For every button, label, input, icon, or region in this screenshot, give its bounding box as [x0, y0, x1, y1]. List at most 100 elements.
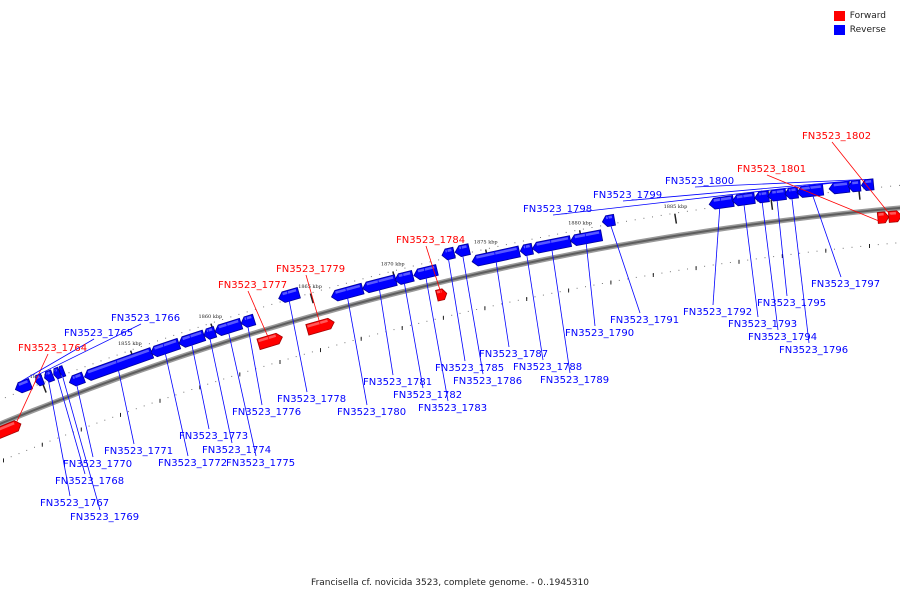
minor-tick — [438, 259, 440, 261]
minor-tick — [287, 358, 289, 360]
minor-tick — [660, 214, 662, 216]
reverse-gene-shape — [83, 347, 155, 381]
gene-arrow[interactable] — [454, 243, 471, 258]
minor-tick — [755, 258, 757, 260]
gene-arrow[interactable] — [731, 192, 756, 207]
minor-tick — [534, 296, 536, 298]
minor-tick — [368, 335, 370, 337]
gene-arrow[interactable] — [149, 337, 182, 358]
gene-label[interactable]: FN3523_1796 — [779, 345, 848, 356]
gene-label[interactable]: FN3523_1789 — [540, 375, 609, 386]
gene-arrow[interactable] — [569, 229, 604, 247]
scale-label: 1875 kbp — [474, 240, 498, 246]
gene-label[interactable]: FN3523_1783 — [418, 403, 487, 414]
gene-label[interactable]: FN3523_1777 — [218, 280, 287, 291]
gene-arrow[interactable] — [441, 246, 456, 261]
gene-label[interactable]: FN3523_1799 — [593, 190, 662, 201]
scale-label: 1865 kbp — [298, 284, 322, 290]
gene-label[interactable]: FN3523_1797 — [811, 279, 880, 290]
gene-label[interactable]: FN3523_1802 — [802, 131, 871, 142]
gene-arrow[interactable] — [708, 195, 735, 210]
gene-label[interactable]: FN3523_1786 — [453, 376, 522, 387]
minor-tick — [877, 244, 879, 246]
gene-label[interactable]: FN3523_1801 — [737, 164, 806, 175]
leader-line — [189, 334, 210, 430]
minor-tick — [661, 272, 663, 274]
gene-label[interactable]: FN3523_1794 — [748, 332, 817, 343]
gene-label[interactable]: FN3523_1793 — [728, 319, 797, 330]
gene-label[interactable]: FN3523_1768 — [55, 476, 124, 487]
gene-arrow[interactable] — [847, 179, 862, 193]
minor-tick — [271, 303, 273, 305]
minor-tick — [189, 329, 191, 331]
gene-arrow[interactable] — [239, 313, 257, 329]
minor-tick — [336, 344, 338, 346]
gene-label[interactable]: FN3523_1767 — [40, 498, 109, 509]
gene-label[interactable]: FN3523_1788 — [513, 362, 582, 373]
gene-label[interactable]: FN3523_1795 — [757, 298, 826, 309]
minor-tick — [215, 381, 217, 383]
gene-label[interactable]: FN3523_1765 — [64, 328, 133, 339]
major-tick — [309, 293, 314, 304]
gene-label[interactable]: FN3523_1787 — [479, 349, 548, 360]
gene-arrow[interactable] — [330, 282, 365, 302]
gene-arrow[interactable] — [202, 326, 218, 341]
gene-label[interactable]: FN3523_1770 — [63, 459, 132, 470]
gene-arrow[interactable] — [471, 245, 521, 267]
gene-arrow[interactable] — [887, 210, 900, 223]
leader-line — [524, 244, 544, 361]
gene-label[interactable]: FN3523_1766 — [111, 313, 180, 324]
minor-tick — [207, 383, 209, 385]
gene-arrow[interactable] — [519, 242, 534, 257]
gene-arrow[interactable] — [0, 419, 23, 440]
minor-tick — [881, 186, 883, 188]
gene-label[interactable]: FN3523_1778 — [277, 394, 346, 405]
reverse-gene-shape — [330, 282, 365, 302]
gene-label[interactable]: FN3523_1772 — [158, 458, 227, 469]
gene-arrow[interactable] — [393, 269, 415, 285]
gene-arrow[interactable] — [876, 211, 890, 224]
gene-label[interactable]: FN3523_1790 — [565, 328, 634, 339]
gene-label[interactable]: FN3523_1764 — [18, 343, 87, 354]
minor-tick — [337, 285, 339, 286]
minor-tick — [704, 208, 706, 210]
gene-label[interactable]: FN3523_1774 — [202, 445, 271, 456]
minor-tick — [827, 192, 829, 194]
gene-arrow[interactable] — [177, 329, 207, 349]
gene-highlight — [417, 265, 435, 273]
gene-label[interactable]: FN3523_1798 — [523, 204, 592, 215]
gene-arrow[interactable] — [305, 317, 336, 336]
gene-label[interactable]: FN3523_1800 — [665, 176, 734, 187]
gene-label[interactable]: FN3523_1776 — [232, 407, 301, 418]
gene-arrow[interactable] — [413, 264, 439, 281]
gene-label[interactable]: FN3523_1771 — [104, 446, 173, 457]
gene-arrow[interactable] — [531, 235, 573, 254]
gene-arrow[interactable] — [277, 286, 301, 303]
gene-arrow[interactable] — [601, 213, 616, 227]
leader-line — [162, 343, 189, 457]
gene-arrow[interactable] — [67, 371, 86, 388]
minor-tick — [73, 431, 74, 433]
gene-arrow[interactable] — [361, 274, 398, 294]
gene-label[interactable]: FN3523_1781 — [363, 377, 432, 388]
gene-arrow[interactable] — [83, 347, 155, 382]
gene-label[interactable]: FN3523_1785 — [435, 363, 504, 374]
gene-label[interactable]: FN3523_1784 — [396, 235, 465, 246]
gene-label[interactable]: FN3523_1782 — [393, 390, 462, 401]
gene-arrow[interactable] — [796, 183, 825, 198]
gene-label[interactable]: FN3523_1779 — [276, 264, 345, 275]
gene-label[interactable]: FN3523_1792 — [683, 307, 752, 318]
minor-tick — [279, 301, 281, 303]
minor-tick — [626, 220, 627, 222]
gene-label[interactable]: FN3523_1769 — [70, 512, 139, 523]
gene-label[interactable]: FN3523_1780 — [337, 407, 406, 418]
gene-arrow[interactable] — [828, 180, 851, 195]
gene-arrow[interactable] — [13, 377, 34, 394]
gene-label[interactable]: FN3523_1773 — [179, 431, 248, 442]
gene-label[interactable]: FN3523_1775 — [226, 458, 295, 469]
gene-arrow[interactable] — [256, 332, 284, 351]
minor-tick — [65, 434, 67, 436]
gene-label[interactable]: FN3523_1791 — [610, 315, 679, 326]
gene-arrow[interactable] — [213, 317, 244, 337]
